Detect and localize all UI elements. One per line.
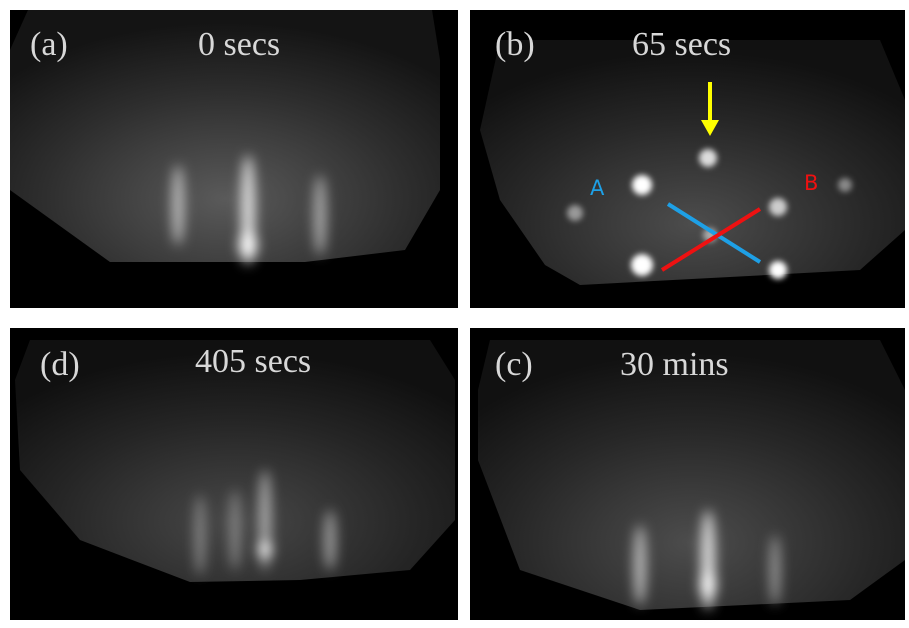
panel-caption: 65 secs <box>632 26 731 63</box>
panel-label: (a) <box>30 26 68 63</box>
panel-d: (d) 405 secs <box>10 328 458 620</box>
panel-caption: 30 mins <box>620 346 729 383</box>
annotation: A <box>590 176 605 200</box>
panel-label: (c) <box>495 346 533 383</box>
panel-c: (c) 30 mins <box>470 328 905 620</box>
panel-label: (d) <box>40 346 80 383</box>
annotation: B <box>804 171 818 195</box>
panel-caption: 0 secs <box>198 26 280 63</box>
panel-b: (b) 65 secs A B <box>470 10 905 308</box>
panel-a: (a) 0 secs <box>10 10 458 308</box>
panel-caption: 405 secs <box>195 343 311 380</box>
panel-label: (b) <box>495 26 535 63</box>
